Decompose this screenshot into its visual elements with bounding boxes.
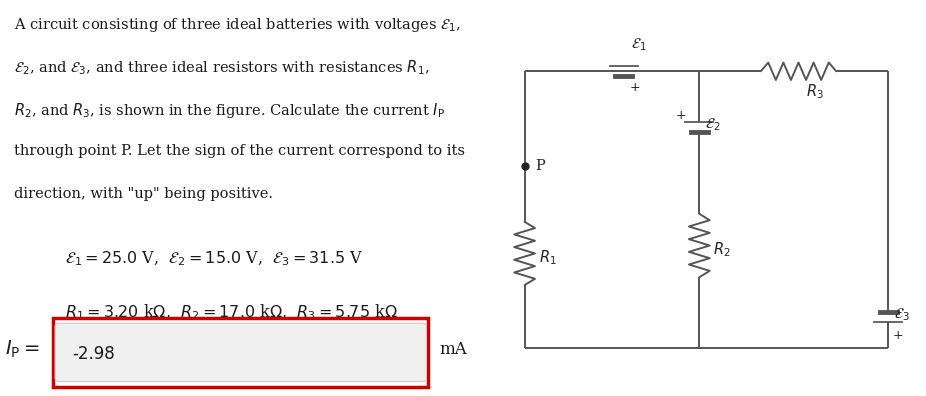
Text: $+$: $+$ xyxy=(675,109,686,122)
Text: $\mathcal{E}_2$: $\mathcal{E}_2$ xyxy=(705,116,720,133)
Text: P: P xyxy=(535,159,544,173)
Text: $\mathcal{E}_3$: $\mathcal{E}_3$ xyxy=(894,307,909,323)
Text: direction, with "up" being positive.: direction, with "up" being positive. xyxy=(14,187,273,201)
FancyBboxPatch shape xyxy=(56,323,426,382)
Text: $+$: $+$ xyxy=(892,329,903,342)
Text: $\mathcal{E}_2$, and $\mathcal{E}_3$, and three ideal resistors with resistances: $\mathcal{E}_2$, and $\mathcal{E}_3$, an… xyxy=(14,59,430,77)
Text: $+$: $+$ xyxy=(630,81,641,94)
Text: A circuit consisting of three ideal batteries with voltages $\mathcal{E}_1$,: A circuit consisting of three ideal batt… xyxy=(14,16,461,34)
Text: $\mathcal{E}_1 = 25.0$ V,  $\mathcal{E}_2 = 15.0$ V,  $\mathcal{E}_3 = 31.5$ V: $\mathcal{E}_1 = 25.0$ V, $\mathcal{E}_2… xyxy=(65,249,363,268)
Text: mA: mA xyxy=(440,341,468,358)
Bar xyxy=(54,318,429,387)
Text: $R_1$: $R_1$ xyxy=(539,248,557,267)
Text: $R_3$: $R_3$ xyxy=(806,82,823,101)
Text: $\mathcal{E}_1$: $\mathcal{E}_1$ xyxy=(631,37,646,53)
Text: $R_2$, and $R_3$, is shown in the figure. Calculate the current $I_\mathrm{P}$: $R_2$, and $R_3$, is shown in the figure… xyxy=(14,101,445,120)
Text: -2.98: -2.98 xyxy=(72,345,115,364)
Text: $I_\mathrm{P} =$: $I_\mathrm{P} =$ xyxy=(5,339,39,360)
Text: $R_2$: $R_2$ xyxy=(713,240,731,259)
Text: $R_1 = 3.20$ k$\Omega$,  $R_2 = 17.0$ k$\Omega$,  $R_3 = 5.75$ k$\Omega$: $R_1 = 3.20$ k$\Omega$, $R_2 = 17.0$ k$\… xyxy=(65,303,397,322)
Text: through point P. Let the sign of the current correspond to its: through point P. Let the sign of the cur… xyxy=(14,144,465,158)
